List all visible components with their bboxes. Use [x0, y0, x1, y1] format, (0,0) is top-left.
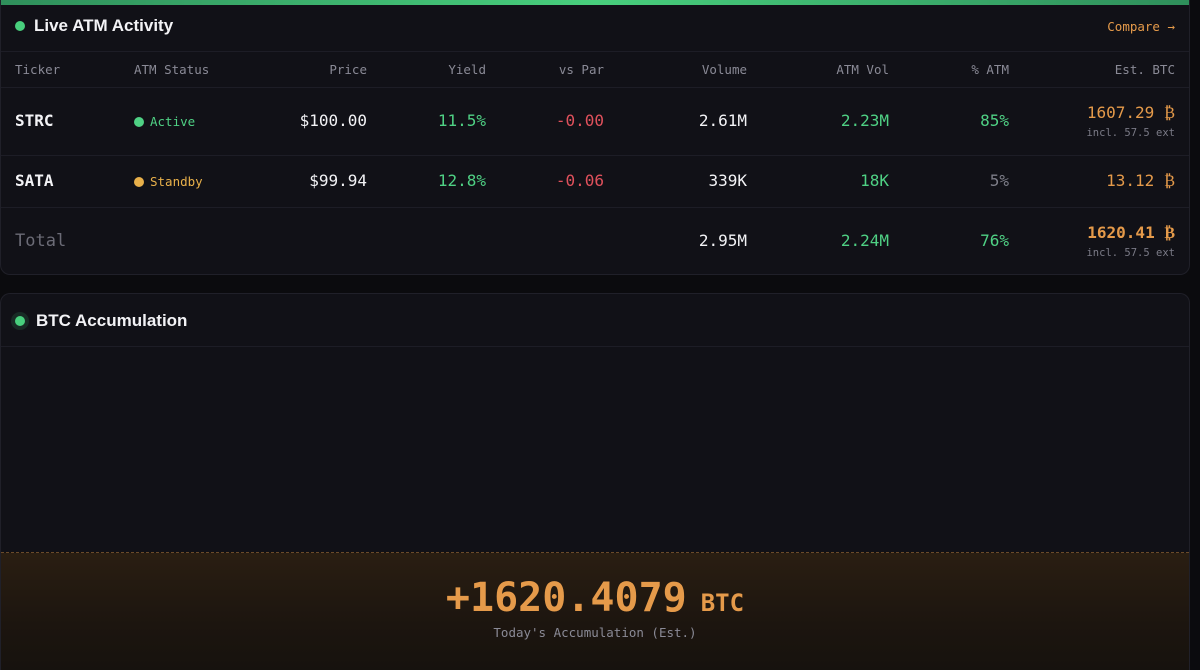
col-header-volume[interactable]: Volume [701, 62, 747, 77]
live-atm-activity-panel: Live ATM Activity Compare → Ticker ATM S… [0, 0, 1190, 275]
col-header-vs-par[interactable]: vs Par [558, 62, 604, 77]
panel-header: Live ATM Activity Compare → [1, 0, 1189, 52]
status-label: Active [150, 114, 196, 129]
atm-vol: 18K [860, 171, 889, 190]
status-active-dot [134, 117, 144, 127]
row-divider [1, 155, 1189, 156]
ticker: SATA [15, 171, 54, 190]
pct-atm: 85% [980, 111, 1009, 130]
total-divider [1, 207, 1189, 208]
est-btc-note: incl. 57.5 ext [1086, 127, 1175, 139]
total-atm-vol: 2.24M [840, 231, 889, 250]
volume: 2.61M [698, 111, 747, 130]
col-header-yield[interactable]: Yield [448, 62, 486, 77]
price: $99.94 [309, 171, 367, 190]
accumulation-value-row: +1620.4079 BTC [1, 575, 1189, 621]
panel-header: BTC Accumulation [1, 294, 1189, 347]
status-badge: Active [134, 114, 195, 129]
pct-atm: 5% [989, 171, 1009, 190]
header-divider [1, 87, 1189, 88]
total-est-btc-note: incl. 57.5 ext [1086, 247, 1175, 259]
ticker: STRC [15, 111, 54, 130]
atm-vol: 2.23M [840, 111, 889, 130]
col-header-price[interactable]: Price [329, 62, 367, 77]
btc-accumulation-panel: BTC Accumulation +1620.4079 BTC Today's A… [0, 293, 1190, 670]
accumulation-summary [1, 552, 1189, 670]
volume: 339K [708, 171, 747, 190]
accumulation-value: +1620.4079 [445, 575, 687, 621]
live-indicator-dot [15, 316, 25, 326]
total-est-btc: 1620.41 ₿ [1087, 223, 1175, 242]
col-header-est-btc[interactable]: Est. BTC [1114, 62, 1175, 77]
panel-title: Live ATM Activity [34, 16, 174, 35]
total-volume: 2.95M [698, 231, 747, 250]
col-header-atm-status[interactable]: ATM Status [134, 62, 210, 77]
est-btc: 13.12 ₿ [1106, 171, 1175, 190]
compare-link[interactable]: Compare → [1107, 19, 1175, 34]
vs-par: -0.00 [555, 111, 604, 130]
col-header-pct-atm[interactable]: % ATM [971, 62, 1009, 77]
price: $100.00 [299, 111, 367, 130]
vs-par: -0.06 [555, 171, 604, 190]
accumulation-unit: BTC [700, 589, 745, 617]
live-indicator-dot [15, 21, 25, 31]
total-pct-atm: 76% [980, 231, 1009, 250]
col-header-atm-vol[interactable]: ATM Vol [836, 62, 889, 77]
accumulation-caption: Today's Accumulation (Est.) [493, 625, 697, 640]
panel-accent-bar [1, 0, 1189, 5]
status-standby-dot [134, 177, 144, 187]
total-label: Total [15, 231, 67, 251]
status-badge: Standby [134, 174, 203, 189]
yield: 12.8% [437, 171, 486, 190]
col-header-ticker[interactable]: Ticker [15, 62, 61, 77]
est-btc: 1607.29 ₿ [1086, 103, 1175, 122]
status-label: Standby [150, 174, 203, 189]
panel-title: BTC Accumulation [36, 311, 188, 330]
yield: 11.5% [437, 111, 486, 130]
